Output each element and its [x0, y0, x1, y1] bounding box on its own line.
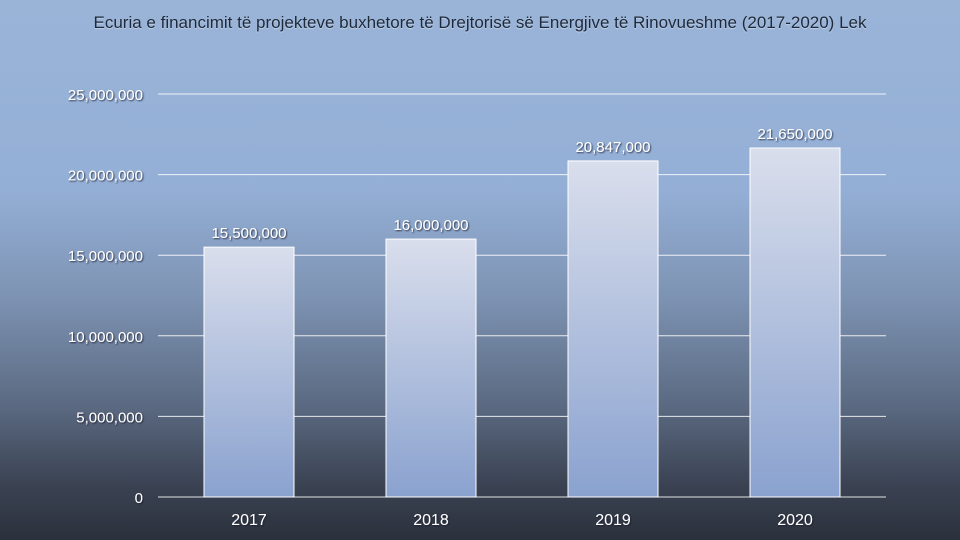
chart-title: Ecuria e financimit të projekteve buxhet… — [93, 13, 867, 32]
y-axis-tick-labels: 0 5,000,000 10,000,000 15,000,000 20,000,000… — [68, 87, 143, 507]
data-label: 16,000,000 — [393, 217, 468, 234]
y-tick-label: 0 — [135, 490, 143, 507]
data-label: 20,847,000 — [575, 139, 650, 156]
y-tick-label: 20,000,000 — [68, 168, 143, 185]
x-axis-tick-labels: 2017 2018 2019 2020 — [231, 512, 813, 529]
bar-2017 — [203, 246, 295, 498]
y-tick-label: 15,000,000 — [68, 248, 143, 265]
x-tick-label: 2020 — [777, 512, 813, 529]
bar-2018 — [385, 238, 477, 498]
y-tick-label: 5,000,000 — [76, 409, 143, 426]
y-tick-label: 10,000,000 — [68, 329, 143, 346]
x-tick-label: 2017 — [231, 512, 267, 529]
y-tick-label: 25,000,000 — [68, 87, 143, 104]
bar-2020 — [749, 147, 841, 498]
x-tick-label: 2018 — [413, 512, 449, 529]
bars — [203, 147, 841, 498]
bar-2019 — [567, 160, 659, 498]
data-label: 21,650,000 — [757, 126, 832, 143]
data-labels: 15,500,000 16,000,000 20,847,000 21,650,000 — [211, 126, 832, 242]
x-tick-label: 2019 — [595, 512, 631, 529]
data-label: 15,500,000 — [211, 225, 286, 242]
